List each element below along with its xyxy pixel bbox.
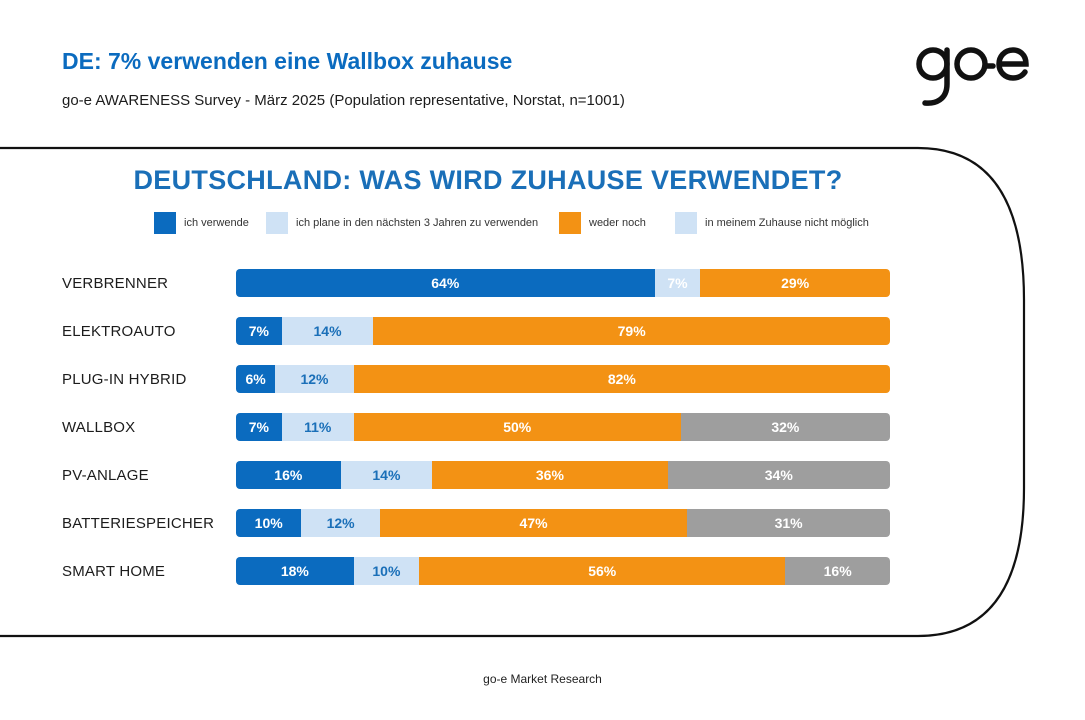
category-label: PV-ANLAGE (62, 467, 149, 484)
footer-source: go-e Market Research (483, 672, 602, 686)
bar-segment: 10% (353, 557, 420, 585)
bar-segment: 7% (654, 269, 701, 297)
data-label: 7% (667, 275, 688, 291)
bar-segment: 29% (700, 269, 890, 297)
bar-segment: 16% (236, 461, 341, 489)
data-label: 31% (774, 515, 803, 531)
go-e-logo: go-e (916, 47, 1029, 106)
bar-segment: 6% (236, 365, 276, 393)
data-label: 11% (304, 419, 332, 435)
stacked-bar: 6% 12% 82% (236, 365, 890, 393)
stacked-bar: 18% 10% 56% 16% (236, 557, 890, 585)
bar-segment: 56% (419, 557, 786, 585)
data-label: 18% (280, 563, 309, 579)
bar-segment: 7% (236, 317, 282, 345)
data-label: 50% (503, 419, 532, 435)
bar-segment: 36% (432, 461, 668, 489)
page-title: DE: 7% verwenden eine Wallbox zuhause (62, 48, 513, 74)
bar-segment: 47% (379, 509, 688, 537)
bar-segment: 16% (785, 557, 890, 585)
data-label: 47% (519, 515, 548, 531)
bar-segment: 14% (340, 461, 433, 489)
data-label: 10% (372, 563, 401, 579)
data-label: 32% (771, 419, 800, 435)
bar-segment: 11% (281, 413, 354, 441)
bar-segment: 32% (680, 413, 890, 441)
data-label: 14% (372, 467, 401, 483)
bar-segment: 12% (301, 509, 380, 537)
data-label: 16% (274, 467, 303, 483)
bar-segment: 12% (275, 365, 354, 393)
stacked-bar: 7% 14% 79% (236, 317, 890, 345)
stacked-bar: 10% 12% 47% 31% (236, 509, 890, 537)
bar-segment: 14% (281, 317, 374, 345)
data-label: 34% (764, 467, 793, 483)
data-label: 16% (823, 563, 852, 579)
data-label: 7% (248, 419, 269, 435)
data-label: 6% (245, 371, 266, 387)
data-label: 36% (535, 467, 564, 483)
stacked-bar: 16% 14% 36% 34% (236, 461, 890, 489)
category-label: PLUG-IN HYBRID (62, 371, 187, 388)
category-label: VERBRENNER (62, 275, 169, 292)
bar-segment: 34% (667, 461, 890, 489)
bar-segment: 18% (236, 557, 354, 585)
bar-segment: 64% (236, 269, 655, 297)
bar-segment: 79% (373, 317, 890, 345)
data-label: 10% (254, 515, 283, 531)
category-label: ELEKTROAUTO (62, 323, 176, 340)
stacked-bar: 64% 7% 29% (236, 269, 890, 297)
data-label: 12% (326, 515, 355, 531)
category-label: BATTERIESPEICHER (62, 515, 215, 532)
data-label: 29% (781, 275, 810, 291)
data-label: 64% (431, 275, 460, 291)
chart-title: DEUTSCHLAND: WAS WIRD ZUHAUSE VERWENDET? (133, 165, 843, 195)
data-label: 12% (300, 371, 329, 387)
data-label: 82% (607, 371, 636, 387)
data-label: 7% (248, 323, 269, 339)
category-label: WALLBOX (62, 419, 136, 436)
data-label: 56% (588, 563, 617, 579)
category-label: SMART HOME (62, 563, 166, 580)
bar-segment: 7% (236, 413, 282, 441)
bar-segment: 31% (687, 509, 890, 537)
bar-segment: 50% (353, 413, 681, 441)
stacked-bar: 7% 11% 50% 32% (236, 413, 890, 441)
bar-segment: 10% (236, 509, 302, 537)
data-label: 79% (617, 323, 646, 339)
bar-segment: 82% (353, 365, 890, 393)
data-label: 14% (313, 323, 342, 339)
page-subtitle: go-e AWARENESS Survey - März 2025 (Popul… (62, 92, 625, 109)
